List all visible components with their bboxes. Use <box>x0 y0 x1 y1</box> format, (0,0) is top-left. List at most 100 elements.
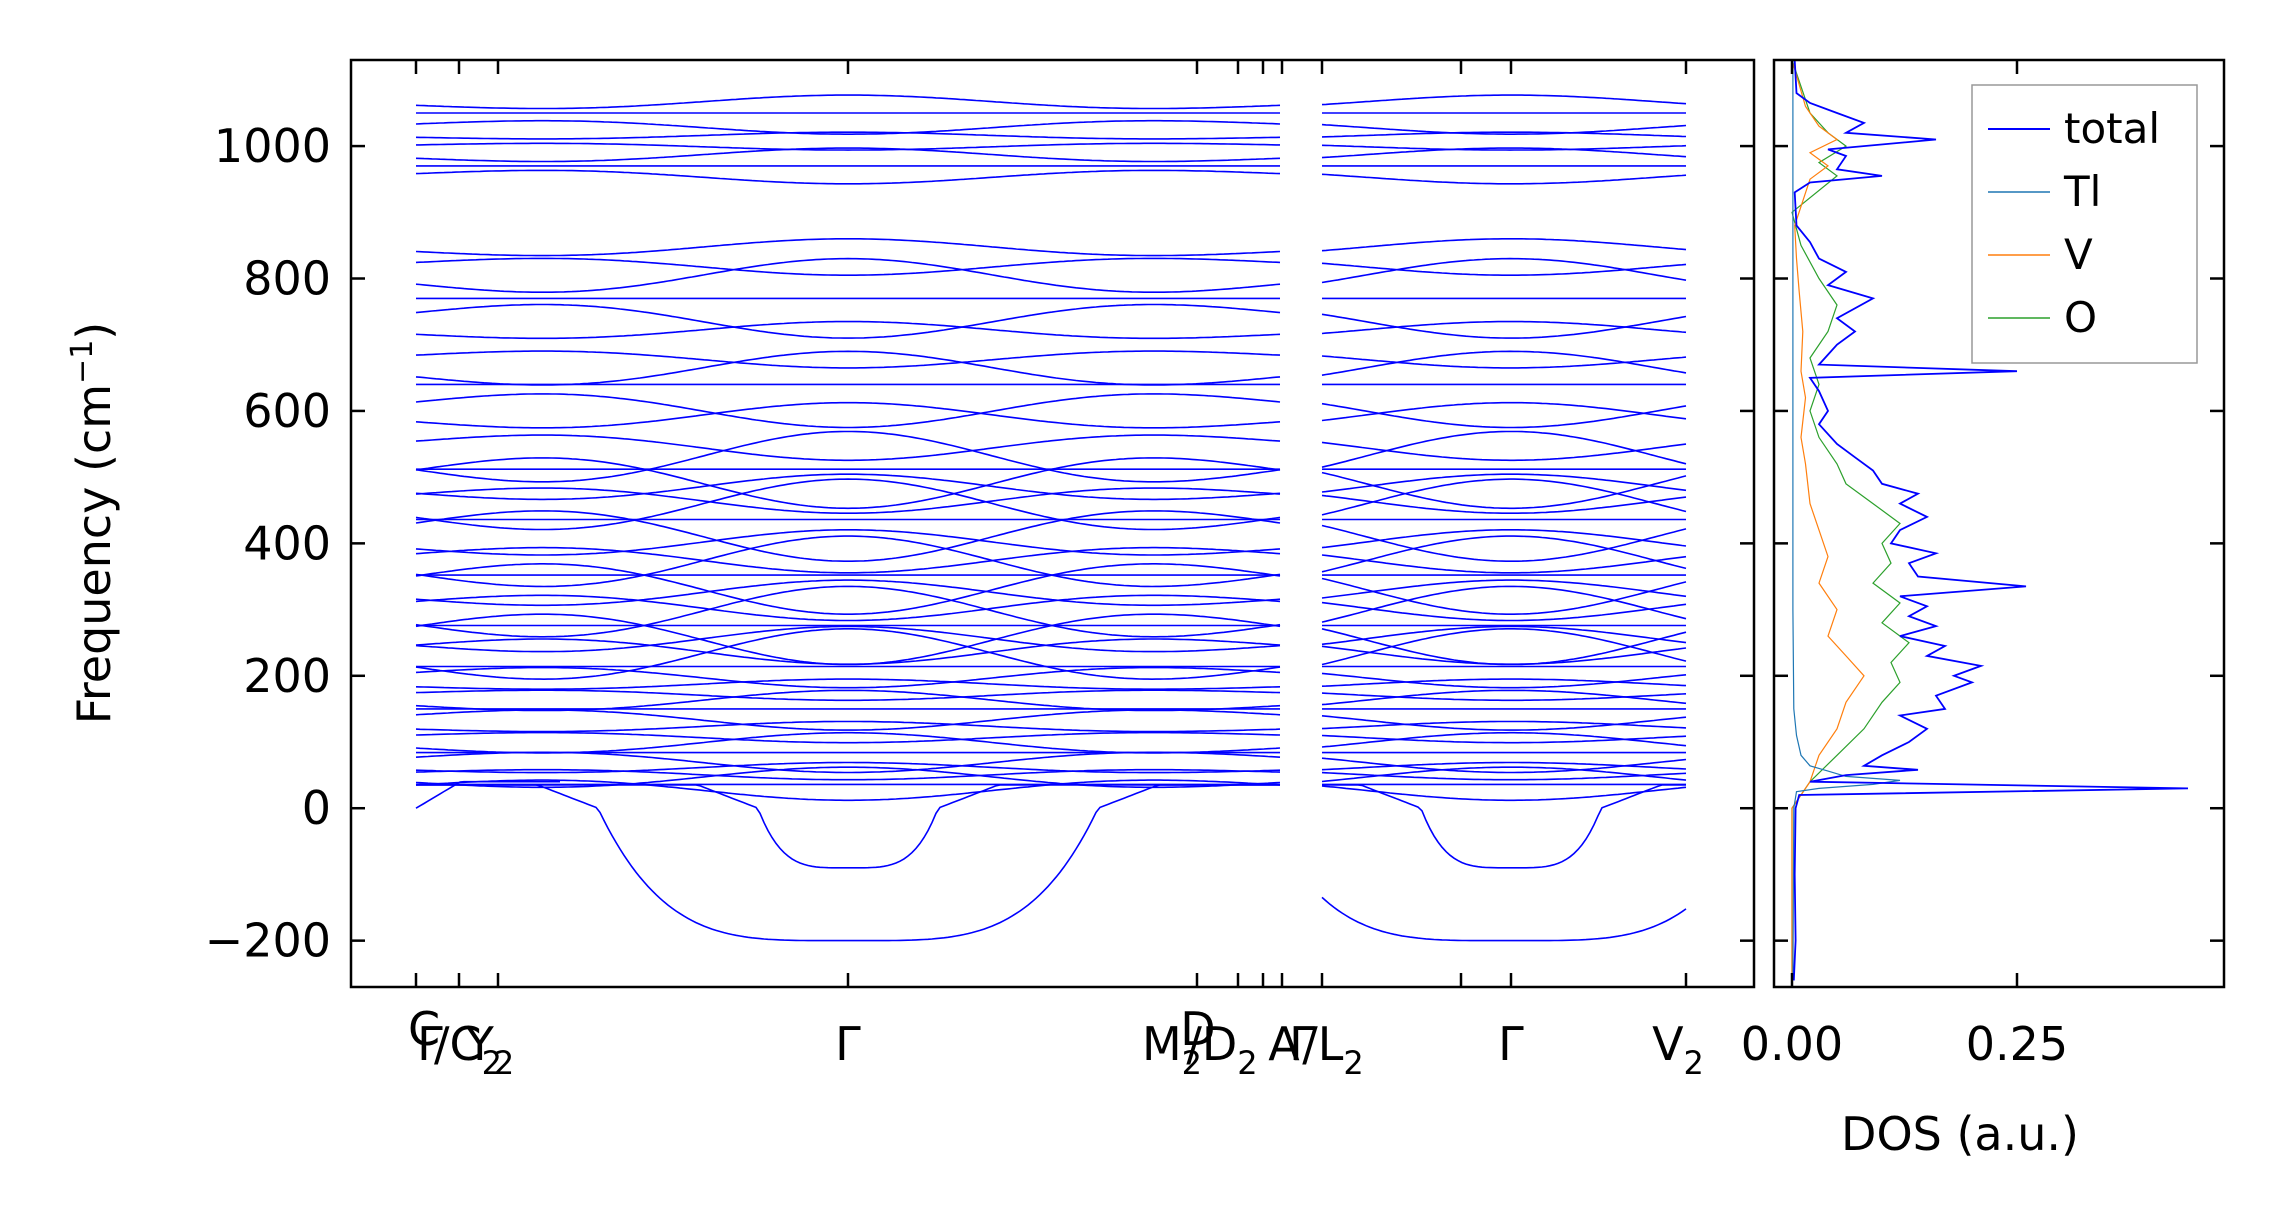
band-line <box>415 625 1281 653</box>
dos-panel: 0.00 0.25 DOS (a.u.) total Tl VO <box>1741 58 2226 1161</box>
band-y-tick-label: 1000 <box>214 119 331 173</box>
band-soft-mode <box>1322 784 1686 869</box>
band-y-ticks: −200 0 200 400 600 800 1000 <box>205 119 1754 968</box>
band-line <box>1321 402 1687 429</box>
band-line <box>1321 147 1687 159</box>
band-line <box>415 131 1281 140</box>
band-line <box>415 678 1281 690</box>
band-line <box>1321 720 1687 730</box>
band-line <box>1321 625 1687 646</box>
band-line <box>415 666 1281 689</box>
band-line <box>415 689 1281 712</box>
band-line <box>1321 131 1687 138</box>
legend-label-total: total <box>2064 104 2160 153</box>
band-x-tick-label: D <box>1180 1002 1215 1056</box>
band-x-tick-label: Γ <box>1289 1017 1315 1071</box>
band-x-tick-label: M2 <box>1142 1017 1202 1082</box>
band-line <box>415 689 1281 702</box>
band-line <box>415 585 1281 638</box>
band-line <box>1321 785 1687 802</box>
band-x-tick-label: Y2 <box>465 1017 514 1082</box>
band-line <box>1321 144 1687 151</box>
dos-series-total <box>1792 60 2189 981</box>
band-line <box>1321 123 1687 135</box>
band-line <box>415 529 1281 556</box>
band-y-tick-label: 400 <box>243 516 331 570</box>
band-line <box>1321 628 1687 666</box>
legend-label-v: V <box>2064 230 2093 279</box>
band-x-tick-label: Γ <box>417 1017 443 1071</box>
band-line <box>415 766 1281 789</box>
band-soft-mode <box>1321 896 1687 942</box>
band-line <box>1321 524 1687 562</box>
dos-x-tick-label: 0.25 <box>1966 1017 2068 1071</box>
band-line <box>415 393 1281 429</box>
band-line <box>415 430 1281 483</box>
band-line <box>415 147 1281 163</box>
dos-x-tick-label: 0.00 <box>1741 1017 1843 1071</box>
band-line <box>415 478 1281 531</box>
band-line <box>1321 692 1687 702</box>
band-line <box>1321 478 1687 516</box>
band-line <box>415 257 1281 276</box>
band-line <box>1321 355 1687 369</box>
dos-y-ticks <box>1774 144 2224 942</box>
band-x-tick-label: C <box>408 1002 440 1056</box>
band-lines <box>415 94 1687 942</box>
band-x-tick-label: V2 <box>1652 1017 1704 1082</box>
band-line <box>1321 430 1687 468</box>
band-y-tick-label: 600 <box>243 384 331 438</box>
band-x-tick-label: /D2 <box>1186 1017 1257 1082</box>
band-line <box>415 257 1281 293</box>
band-line <box>1321 715 1687 731</box>
band-line <box>1321 494 1687 514</box>
band-x-tick-label: /C2 <box>434 1017 502 1082</box>
band-line <box>1321 173 1687 185</box>
band-line <box>415 350 1281 386</box>
band-line <box>415 238 1281 257</box>
band-x-tick-label: A <box>1268 1017 1300 1071</box>
band-line <box>1321 471 1687 510</box>
legend-label-o: O <box>2064 293 2097 342</box>
band-line <box>415 546 1281 574</box>
band-line <box>1321 473 1687 493</box>
band-line <box>415 731 1281 754</box>
band-y-tick-label: 800 <box>243 252 331 306</box>
dos-curves <box>1791 60 2189 981</box>
dos-series-o <box>1791 60 1910 981</box>
dos-series-tl <box>1792 60 1901 981</box>
band-line <box>415 94 1281 110</box>
band-line <box>415 510 1281 562</box>
band-line <box>1321 678 1687 687</box>
band-line <box>415 350 1281 369</box>
band-line <box>415 628 1281 681</box>
band-soft-mode <box>416 784 1280 869</box>
band-line <box>415 563 1281 615</box>
band-line <box>415 434 1281 462</box>
band-line <box>1321 771 1687 781</box>
dos-x-axis-label: DOS (a.u.) <box>1841 1107 2079 1161</box>
band-x-tick-label: Γ <box>835 1017 861 1071</box>
band-line <box>1321 672 1687 689</box>
band-line <box>1321 734 1687 744</box>
band-line <box>1321 313 1687 339</box>
band-line <box>1321 441 1687 462</box>
band-line <box>415 768 1281 781</box>
band-line <box>415 779 1281 802</box>
band-line <box>1321 585 1687 623</box>
band-line <box>415 401 1281 429</box>
band-line <box>415 473 1281 501</box>
dos-plot-frame <box>1772 58 2226 989</box>
band-line <box>1321 628 1687 666</box>
band-x-tick-label: /L2 <box>1302 1017 1364 1082</box>
band-y-tick-label: 0 <box>302 781 331 835</box>
band-line <box>1321 601 1687 622</box>
band-line <box>1321 529 1687 549</box>
band-line <box>415 535 1281 588</box>
band-acoustic <box>415 780 560 809</box>
band-line <box>415 303 1281 339</box>
band-y-tick-label: −200 <box>205 914 331 968</box>
